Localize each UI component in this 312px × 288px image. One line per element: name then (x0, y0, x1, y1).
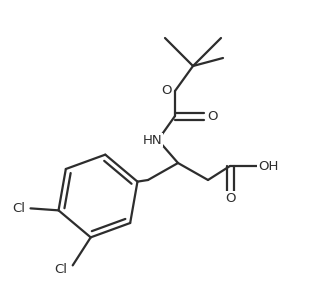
Text: O: O (162, 84, 172, 98)
Text: OH: OH (258, 160, 278, 173)
Text: Cl: Cl (54, 263, 67, 276)
Text: O: O (207, 109, 217, 122)
Text: HN: HN (143, 134, 163, 147)
Text: O: O (225, 192, 235, 204)
Text: Cl: Cl (12, 202, 25, 215)
